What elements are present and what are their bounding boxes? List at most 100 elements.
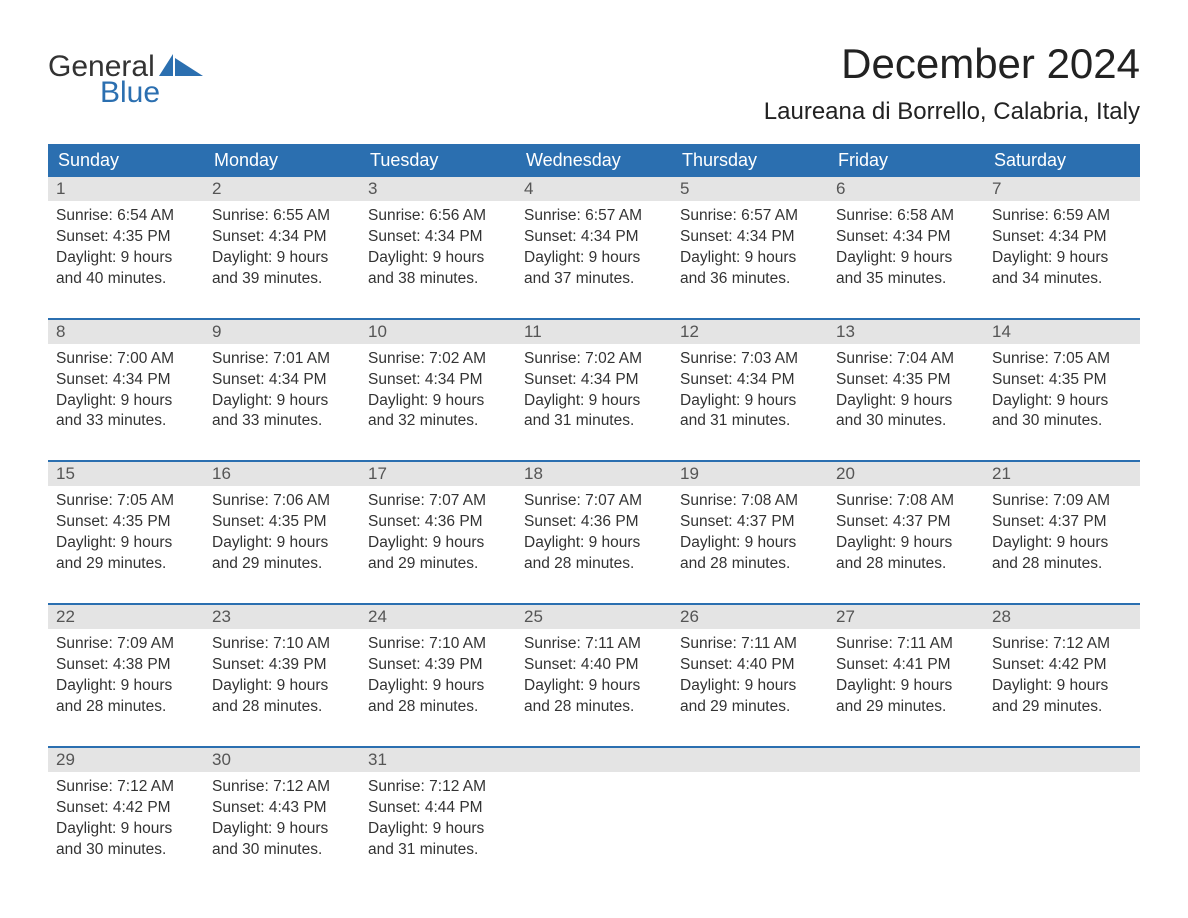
day-cell: 22Sunrise: 7:09 AMSunset: 4:38 PMDayligh… — [48, 605, 204, 724]
day-number: 15 — [48, 462, 204, 486]
day-number: 26 — [672, 605, 828, 629]
day-content: Sunrise: 7:02 AMSunset: 4:34 PMDaylight:… — [516, 344, 672, 433]
day-dl2: and 30 minutes. — [836, 411, 976, 432]
day-dl1: Daylight: 9 hours — [368, 248, 508, 269]
day-dl2: and 33 minutes. — [212, 411, 352, 432]
day-dl1: Daylight: 9 hours — [368, 819, 508, 840]
day-number: 19 — [672, 462, 828, 486]
day-content: Sunrise: 7:07 AMSunset: 4:36 PMDaylight:… — [516, 486, 672, 575]
day-header: Tuesday — [360, 144, 516, 177]
day-cell: 10Sunrise: 7:02 AMSunset: 4:34 PMDayligh… — [360, 320, 516, 439]
day-sunset: Sunset: 4:34 PM — [524, 370, 664, 391]
day-cell: 19Sunrise: 7:08 AMSunset: 4:37 PMDayligh… — [672, 462, 828, 581]
day-dl2: and 31 minutes. — [680, 411, 820, 432]
day-number: 31 — [360, 748, 516, 772]
day-dl1: Daylight: 9 hours — [836, 391, 976, 412]
day-content: Sunrise: 6:58 AMSunset: 4:34 PMDaylight:… — [828, 201, 984, 290]
day-sunrise: Sunrise: 7:04 AM — [836, 349, 976, 370]
day-header: Thursday — [672, 144, 828, 177]
day-dl1: Daylight: 9 hours — [680, 533, 820, 554]
day-dl1: Daylight: 9 hours — [212, 676, 352, 697]
day-number: 14 — [984, 320, 1140, 344]
day-dl1: Daylight: 9 hours — [368, 676, 508, 697]
day-dl1: Daylight: 9 hours — [992, 248, 1132, 269]
day-number: 18 — [516, 462, 672, 486]
day-sunset: Sunset: 4:35 PM — [992, 370, 1132, 391]
day-sunrise: Sunrise: 7:07 AM — [524, 491, 664, 512]
day-dl2: and 39 minutes. — [212, 269, 352, 290]
day-dl1: Daylight: 9 hours — [56, 248, 196, 269]
day-dl2: and 29 minutes. — [992, 697, 1132, 718]
day-sunset: Sunset: 4:42 PM — [56, 798, 196, 819]
day-number: 11 — [516, 320, 672, 344]
day-content: Sunrise: 6:59 AMSunset: 4:34 PMDaylight:… — [984, 201, 1140, 290]
day-content: Sunrise: 7:12 AMSunset: 4:42 PMDaylight:… — [984, 629, 1140, 718]
day-content: Sunrise: 7:10 AMSunset: 4:39 PMDaylight:… — [204, 629, 360, 718]
day-number: 13 — [828, 320, 984, 344]
day-cell: 24Sunrise: 7:10 AMSunset: 4:39 PMDayligh… — [360, 605, 516, 724]
weeks-container: 1Sunrise: 6:54 AMSunset: 4:35 PMDaylight… — [48, 177, 1140, 866]
day-cell: 4Sunrise: 6:57 AMSunset: 4:34 PMDaylight… — [516, 177, 672, 296]
day-dl2: and 29 minutes. — [836, 697, 976, 718]
day-cell: 20Sunrise: 7:08 AMSunset: 4:37 PMDayligh… — [828, 462, 984, 581]
day-sunrise: Sunrise: 7:02 AM — [524, 349, 664, 370]
day-dl1: Daylight: 9 hours — [992, 391, 1132, 412]
day-sunset: Sunset: 4:34 PM — [524, 227, 664, 248]
day-number: 2 — [204, 177, 360, 201]
day-header: Saturday — [984, 144, 1140, 177]
day-dl1: Daylight: 9 hours — [836, 533, 976, 554]
day-header: Wednesday — [516, 144, 672, 177]
day-dl2: and 29 minutes. — [368, 554, 508, 575]
day-cell: 9Sunrise: 7:01 AMSunset: 4:34 PMDaylight… — [204, 320, 360, 439]
calendar: SundayMondayTuesdayWednesdayThursdayFrid… — [48, 144, 1140, 866]
day-number: 28 — [984, 605, 1140, 629]
day-content: Sunrise: 7:11 AMSunset: 4:40 PMDaylight:… — [672, 629, 828, 718]
day-dl1: Daylight: 9 hours — [524, 391, 664, 412]
day-header: Monday — [204, 144, 360, 177]
day-dl1: Daylight: 9 hours — [212, 533, 352, 554]
day-sunrise: Sunrise: 7:12 AM — [992, 634, 1132, 655]
day-dl2: and 28 minutes. — [56, 697, 196, 718]
day-content: Sunrise: 6:55 AMSunset: 4:34 PMDaylight:… — [204, 201, 360, 290]
day-sunset: Sunset: 4:39 PM — [368, 655, 508, 676]
day-sunset: Sunset: 4:34 PM — [680, 227, 820, 248]
day-sunrise: Sunrise: 7:00 AM — [56, 349, 196, 370]
day-sunrise: Sunrise: 7:12 AM — [56, 777, 196, 798]
day-dl1: Daylight: 9 hours — [212, 248, 352, 269]
day-sunrise: Sunrise: 6:54 AM — [56, 206, 196, 227]
day-dl1: Daylight: 9 hours — [836, 248, 976, 269]
day-dl2: and 28 minutes. — [524, 554, 664, 575]
day-number: 10 — [360, 320, 516, 344]
day-dl2: and 38 minutes. — [368, 269, 508, 290]
day-content: Sunrise: 7:09 AMSunset: 4:38 PMDaylight:… — [48, 629, 204, 718]
day-cell: 27Sunrise: 7:11 AMSunset: 4:41 PMDayligh… — [828, 605, 984, 724]
day-cell: 11Sunrise: 7:02 AMSunset: 4:34 PMDayligh… — [516, 320, 672, 439]
day-sunrise: Sunrise: 6:57 AM — [680, 206, 820, 227]
day-cell — [516, 748, 672, 867]
day-sunset: Sunset: 4:34 PM — [212, 370, 352, 391]
day-sunset: Sunset: 4:39 PM — [212, 655, 352, 676]
day-dl2: and 29 minutes. — [212, 554, 352, 575]
day-cell — [672, 748, 828, 867]
day-number: 1 — [48, 177, 204, 201]
day-sunset: Sunset: 4:40 PM — [680, 655, 820, 676]
day-sunrise: Sunrise: 7:09 AM — [992, 491, 1132, 512]
day-number: 27 — [828, 605, 984, 629]
day-dl2: and 28 minutes. — [212, 697, 352, 718]
day-cell: 17Sunrise: 7:07 AMSunset: 4:36 PMDayligh… — [360, 462, 516, 581]
day-sunset: Sunset: 4:41 PM — [836, 655, 976, 676]
day-number: 4 — [516, 177, 672, 201]
day-content: Sunrise: 6:57 AMSunset: 4:34 PMDaylight:… — [516, 201, 672, 290]
week-row: 1Sunrise: 6:54 AMSunset: 4:35 PMDaylight… — [48, 177, 1140, 296]
week-row: 29Sunrise: 7:12 AMSunset: 4:42 PMDayligh… — [48, 746, 1140, 867]
day-dl2: and 28 minutes. — [524, 697, 664, 718]
week-row: 15Sunrise: 7:05 AMSunset: 4:35 PMDayligh… — [48, 460, 1140, 581]
day-dl1: Daylight: 9 hours — [524, 248, 664, 269]
day-sunset: Sunset: 4:37 PM — [992, 512, 1132, 533]
day-sunrise: Sunrise: 7:11 AM — [680, 634, 820, 655]
day-sunset: Sunset: 4:43 PM — [212, 798, 352, 819]
day-dl1: Daylight: 9 hours — [56, 391, 196, 412]
day-content: Sunrise: 7:07 AMSunset: 4:36 PMDaylight:… — [360, 486, 516, 575]
day-dl2: and 40 minutes. — [56, 269, 196, 290]
day-sunset: Sunset: 4:34 PM — [368, 227, 508, 248]
